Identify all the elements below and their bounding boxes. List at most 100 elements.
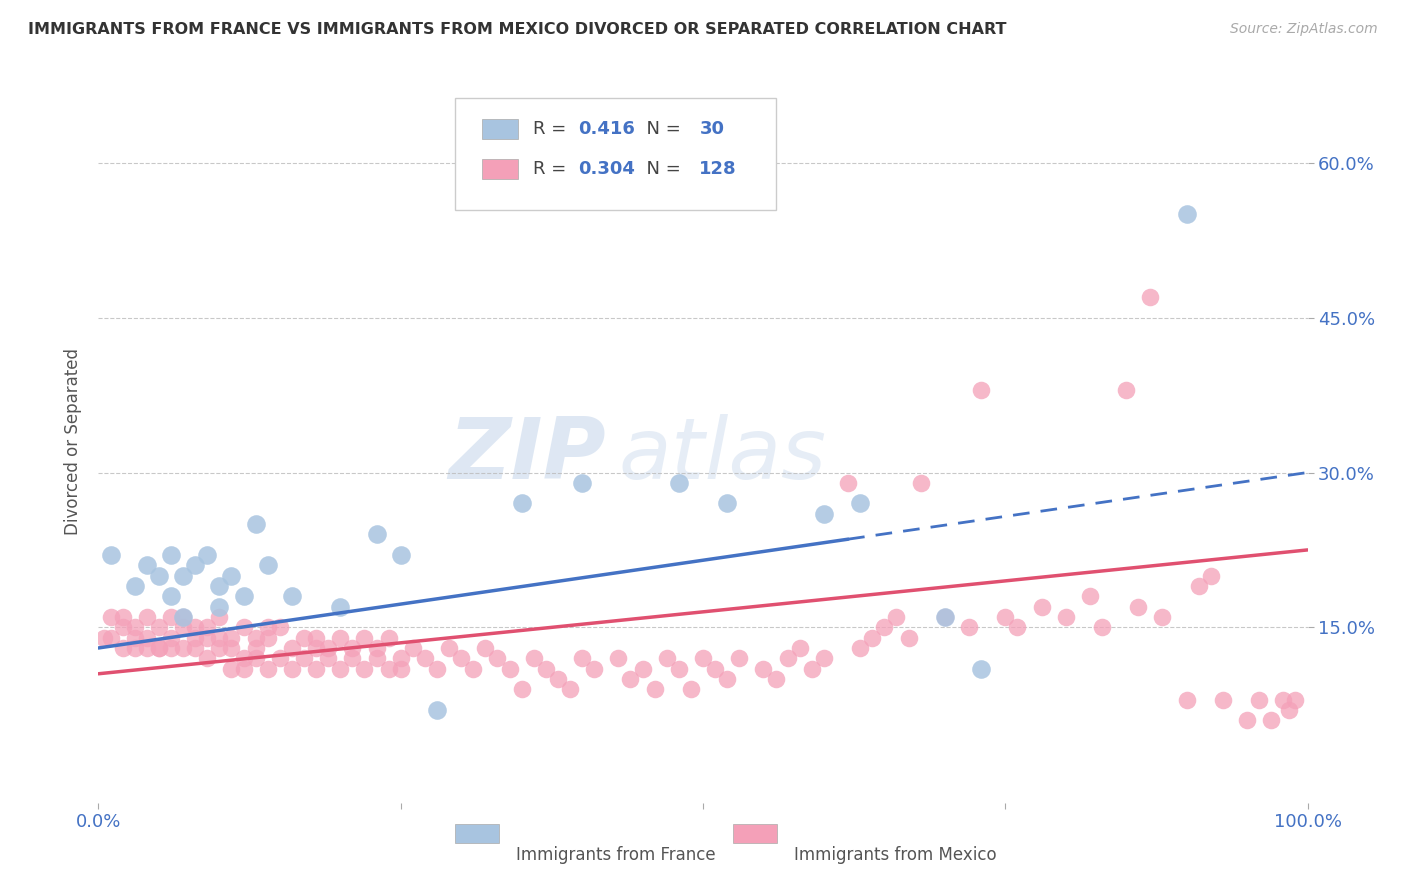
FancyBboxPatch shape bbox=[734, 824, 776, 843]
Point bbox=[631, 662, 654, 676]
Point bbox=[245, 640, 267, 655]
Point bbox=[148, 620, 170, 634]
Text: Immigrants from Mexico: Immigrants from Mexico bbox=[793, 847, 997, 864]
Point bbox=[583, 662, 606, 676]
Text: 128: 128 bbox=[699, 161, 737, 178]
Point bbox=[124, 620, 146, 634]
Point bbox=[232, 651, 254, 665]
Point bbox=[463, 662, 485, 676]
Text: Immigrants from France: Immigrants from France bbox=[516, 847, 716, 864]
Point bbox=[172, 610, 194, 624]
Point bbox=[837, 475, 859, 490]
Point bbox=[221, 640, 243, 655]
Y-axis label: Divorced or Separated: Divorced or Separated bbox=[65, 348, 83, 535]
Point bbox=[195, 651, 218, 665]
Point bbox=[269, 651, 291, 665]
Point bbox=[679, 682, 702, 697]
Point bbox=[474, 640, 496, 655]
Point bbox=[342, 651, 364, 665]
Point bbox=[776, 651, 799, 665]
Point bbox=[813, 507, 835, 521]
Point bbox=[1249, 692, 1271, 706]
Point bbox=[1054, 610, 1077, 624]
Point bbox=[547, 672, 569, 686]
Point bbox=[184, 620, 207, 634]
FancyBboxPatch shape bbox=[482, 119, 517, 139]
Point bbox=[256, 631, 278, 645]
Point bbox=[195, 548, 218, 562]
Point bbox=[704, 662, 727, 676]
Point bbox=[957, 620, 980, 634]
Point bbox=[281, 662, 304, 676]
Point bbox=[765, 672, 787, 686]
Text: R =: R = bbox=[533, 120, 571, 137]
Point bbox=[172, 640, 194, 655]
Point bbox=[389, 651, 412, 665]
Point bbox=[558, 682, 581, 697]
Point bbox=[1272, 692, 1295, 706]
Point bbox=[1199, 568, 1222, 582]
Point bbox=[619, 672, 641, 686]
Point bbox=[389, 662, 412, 676]
Point bbox=[970, 383, 993, 397]
Point bbox=[160, 548, 183, 562]
Point bbox=[208, 640, 231, 655]
Point bbox=[342, 640, 364, 655]
Text: Source: ZipAtlas.com: Source: ZipAtlas.com bbox=[1230, 22, 1378, 37]
Point bbox=[934, 610, 956, 624]
Point bbox=[329, 662, 352, 676]
Point bbox=[172, 620, 194, 634]
Point bbox=[1175, 692, 1198, 706]
Text: 30: 30 bbox=[699, 120, 724, 137]
Point bbox=[245, 651, 267, 665]
Point bbox=[135, 631, 157, 645]
Point bbox=[450, 651, 472, 665]
Point bbox=[886, 610, 908, 624]
Point bbox=[256, 558, 278, 573]
Point bbox=[716, 496, 738, 510]
Point bbox=[245, 631, 267, 645]
Point bbox=[607, 651, 630, 665]
Point bbox=[716, 672, 738, 686]
Point bbox=[100, 548, 122, 562]
Point bbox=[292, 651, 315, 665]
Point bbox=[100, 631, 122, 645]
Point bbox=[389, 548, 412, 562]
Point bbox=[124, 579, 146, 593]
Point bbox=[256, 620, 278, 634]
Point bbox=[316, 651, 339, 665]
Point bbox=[1139, 290, 1161, 304]
Point bbox=[523, 651, 546, 665]
Point bbox=[124, 631, 146, 645]
Point bbox=[1175, 207, 1198, 221]
Point bbox=[256, 662, 278, 676]
Point bbox=[305, 631, 328, 645]
Point bbox=[1091, 620, 1114, 634]
Point bbox=[160, 610, 183, 624]
Text: 0.416: 0.416 bbox=[578, 120, 636, 137]
Point bbox=[668, 662, 690, 676]
Point bbox=[232, 620, 254, 634]
Point bbox=[100, 610, 122, 624]
Point bbox=[232, 590, 254, 604]
Point bbox=[668, 475, 690, 490]
Point bbox=[426, 662, 449, 676]
Point bbox=[994, 610, 1017, 624]
Point bbox=[148, 640, 170, 655]
Text: atlas: atlas bbox=[619, 415, 827, 498]
Point bbox=[534, 662, 557, 676]
Point bbox=[728, 651, 751, 665]
Text: 0.304: 0.304 bbox=[578, 161, 636, 178]
Point bbox=[1236, 713, 1258, 727]
Point bbox=[813, 651, 835, 665]
Point bbox=[571, 475, 593, 490]
Point bbox=[510, 496, 533, 510]
Point bbox=[160, 640, 183, 655]
Point bbox=[292, 631, 315, 645]
Point bbox=[366, 651, 388, 665]
Text: ZIP: ZIP bbox=[449, 415, 606, 498]
Point bbox=[148, 640, 170, 655]
Point bbox=[486, 651, 509, 665]
Point bbox=[1284, 692, 1306, 706]
Point bbox=[111, 610, 134, 624]
